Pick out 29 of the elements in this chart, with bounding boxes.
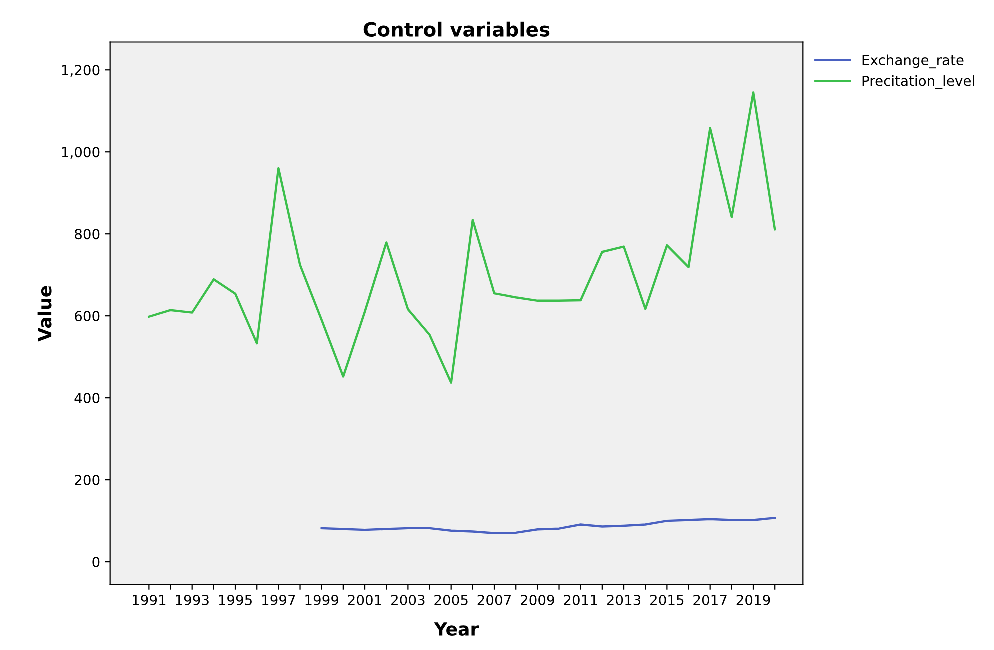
x-tick-label: 2005 (434, 594, 468, 606)
y-tick-label: 200 (75, 475, 100, 486)
chart-title: Control variables (364, 22, 550, 37)
y-tick-label: 600 (75, 311, 100, 322)
y-tick-label: 1,000 (62, 147, 100, 160)
x-tick-label: 1993 (176, 594, 209, 606)
y-axis-title: Value (38, 286, 52, 342)
x-tick-label: 2001 (348, 594, 382, 606)
y-tick-label: 400 (74, 393, 100, 404)
x-tick-label: 2011 (564, 594, 598, 606)
legend-label: Precitation_level (862, 76, 974, 90)
x-tick-label: 2003 (392, 594, 425, 606)
x-tick-label: 2013 (607, 594, 641, 606)
x-tick-label: 2009 (521, 594, 554, 606)
y-tick-label: 1,200 (62, 65, 100, 78)
x-tick-label: 1997 (262, 594, 296, 606)
y-tick-label: 0 (92, 557, 100, 568)
legend-label: Exchange_rate (862, 54, 964, 69)
x-tick-label: 2015 (650, 594, 684, 606)
y-tick-label: 800 (75, 229, 100, 240)
x-axis-title: Year (434, 622, 480, 636)
line-series (148, 92, 776, 384)
x-tick-label: 1999 (306, 594, 339, 606)
line-series (320, 517, 776, 534)
x-tick-label: 2007 (478, 594, 511, 606)
x-tick-label: 1991 (133, 594, 166, 606)
x-tick-label: 2017 (694, 594, 727, 606)
x-tick-label: 2019 (736, 594, 770, 606)
x-tick-label: 1995 (219, 594, 252, 606)
